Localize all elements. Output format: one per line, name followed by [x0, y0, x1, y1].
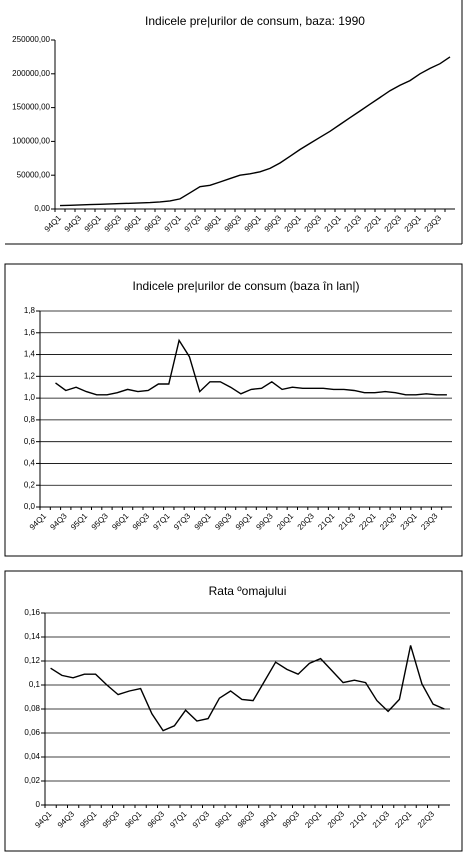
y-tick-label: 100000,00	[12, 137, 50, 146]
data-line	[59, 56, 451, 207]
chart-title: Rata ºomajului	[209, 584, 287, 598]
y-tick-label: 0,04	[24, 752, 40, 761]
data-line	[55, 338, 447, 396]
y-tick-label: 0,08	[24, 704, 40, 713]
y-tick-label: 1,8	[24, 306, 36, 315]
y-tick-label: 0,12	[24, 656, 40, 665]
chart-border	[4, 570, 463, 852]
y-tick-label: 1,2	[24, 371, 36, 380]
y-tick-label: 1,4	[24, 350, 36, 359]
y-tick-label: 0,06	[24, 728, 40, 737]
y-tick-label: 0,16	[24, 608, 40, 617]
y-tick-label: 1,0	[24, 393, 36, 402]
y-tick-label: 50000,00	[17, 170, 51, 179]
chart-title: Indicele pre|urilor de consum (baza în l…	[132, 279, 359, 293]
y-tick-label: 150000,00	[12, 103, 50, 112]
y-tick-label: 1,6	[24, 328, 36, 337]
y-tick-label: 0,14	[24, 632, 40, 641]
y-tick-label: 0,02	[24, 776, 40, 785]
y-tick-label: 0,4	[24, 459, 36, 468]
y-tick-label: 0,0	[24, 502, 36, 511]
y-tick-label: 0	[36, 800, 41, 809]
y-tick-label: 0,1	[29, 680, 41, 689]
y-tick-label: 200000,00	[12, 69, 50, 78]
data-line	[50, 645, 445, 732]
chart-border	[4, 263, 463, 557]
y-tick-label: 0,2	[24, 480, 36, 489]
y-tick-label: 0,8	[24, 415, 36, 424]
y-tick-label: 0,6	[24, 437, 36, 446]
y-tick-label: 250000,00	[12, 35, 50, 44]
y-tick-label: 0,00	[34, 204, 50, 213]
chart-title: Indicele pre|urilor de consum, baza: 199…	[145, 14, 365, 28]
